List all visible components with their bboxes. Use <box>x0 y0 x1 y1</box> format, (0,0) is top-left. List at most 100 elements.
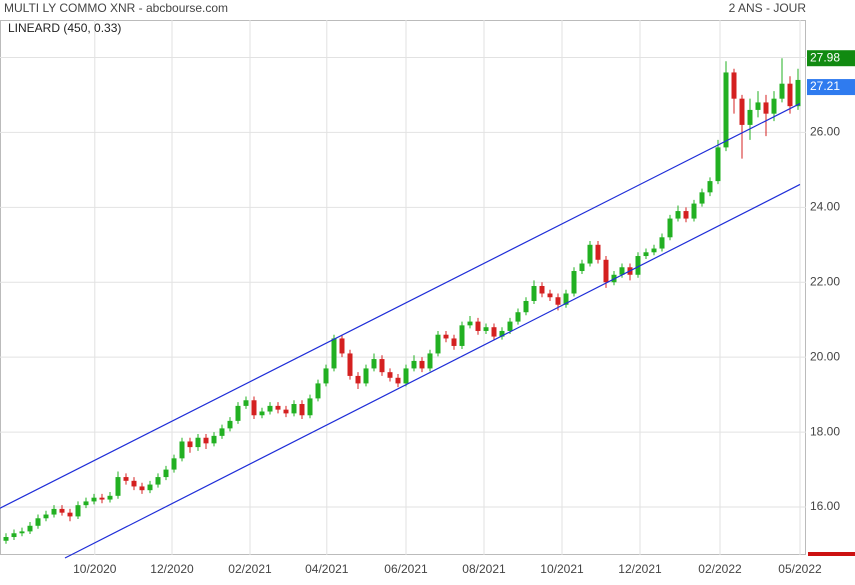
candle-body <box>795 79 801 107</box>
candle-body <box>323 368 329 384</box>
candle-body <box>395 377 401 384</box>
candle-body <box>243 400 249 406</box>
x-tick-label: 02/2022 <box>698 562 742 576</box>
candle-body <box>419 360 425 369</box>
candle-body <box>291 404 297 414</box>
candle-body <box>379 359 385 373</box>
candle-body <box>603 259 609 283</box>
y-tick-label: 26.00 <box>810 125 840 139</box>
candle-body <box>555 297 561 305</box>
candle-body <box>3 537 9 541</box>
candle-body <box>51 508 57 515</box>
candle-body <box>547 293 553 298</box>
candle-body <box>251 400 257 416</box>
y-tick-label: 16.00 <box>810 499 840 513</box>
candle-body <box>219 428 225 436</box>
candle-body <box>83 501 89 506</box>
candle-body <box>531 286 537 301</box>
candle-body <box>307 398 313 416</box>
candle-body <box>275 405 281 410</box>
candle-body <box>595 244 601 260</box>
candle-body <box>19 531 25 534</box>
candle-body <box>387 372 393 378</box>
candle-body <box>507 321 513 331</box>
candle-body <box>123 477 129 481</box>
candle-body <box>467 321 473 326</box>
candle-body <box>771 98 777 114</box>
candle-body <box>211 435 217 444</box>
candle-body <box>651 248 657 253</box>
candle-body <box>371 359 377 369</box>
candle-body <box>131 480 137 487</box>
x-tick-label: 04/2021 <box>305 562 349 576</box>
candle-body <box>171 458 177 470</box>
candle-body <box>723 72 729 148</box>
candle-body <box>147 484 153 491</box>
candle-body <box>475 321 481 331</box>
x-tick-label: 08/2021 <box>462 562 506 576</box>
candle-body <box>739 98 745 125</box>
x-tick-label: 05/2022 <box>778 562 822 576</box>
candle-body <box>667 218 673 238</box>
plot-frame <box>0 20 806 555</box>
candle-body <box>715 147 721 182</box>
y-tick-label: 24.00 <box>810 199 840 213</box>
y-tick-label: 22.00 <box>810 274 840 288</box>
candle-body <box>91 497 97 502</box>
candle-body <box>451 338 457 346</box>
x-tick-label: 02/2021 <box>228 562 272 576</box>
candle-body <box>179 441 185 459</box>
channel-line <box>64 183 801 559</box>
x-tick-label: 10/2020 <box>73 562 117 576</box>
candle-body <box>499 330 505 337</box>
candle-body <box>675 211 681 219</box>
candle-body <box>691 203 697 219</box>
last-value-label: 27.21 <box>810 79 840 93</box>
channel-line <box>0 103 801 509</box>
candle-body <box>139 486 145 491</box>
candle-body <box>203 437 209 444</box>
candle-body <box>67 512 73 517</box>
chart-title: MULTI LY COMMO XNR - abcbourse.com <box>4 1 228 15</box>
x-tick-label: 12/2020 <box>150 562 194 576</box>
candle-body <box>187 441 193 448</box>
candle-body <box>427 353 433 369</box>
x-tick-label: 12/2021 <box>618 562 662 576</box>
candle-body <box>411 360 417 369</box>
candle-body <box>483 327 489 331</box>
y-tick-label: 18.00 <box>810 424 840 438</box>
candle-body <box>619 267 625 275</box>
candle-body <box>163 469 169 478</box>
candle-body <box>331 338 337 369</box>
last-value-label: 27.98 <box>810 50 840 64</box>
candle-body <box>643 252 649 257</box>
candle-body <box>571 271 577 294</box>
candle-body <box>539 286 545 294</box>
last-value-box <box>807 79 855 96</box>
candle-body <box>747 109 753 125</box>
candle-body <box>107 495 113 500</box>
last-value-box <box>807 50 855 67</box>
candle-body <box>491 327 497 337</box>
candle-body <box>699 192 705 204</box>
candle-body <box>435 334 441 354</box>
candle-body <box>339 338 345 354</box>
x-tick-label: 06/2021 <box>384 562 428 576</box>
y-tick-label: 20.00 <box>810 349 840 363</box>
candle-body <box>515 312 521 322</box>
indicator-label: LINEARD (450, 0.33) <box>8 21 121 35</box>
candle-body <box>195 437 201 448</box>
candle-body <box>363 368 369 384</box>
candle-body <box>707 181 713 193</box>
candle-body <box>235 405 241 421</box>
candle-body <box>259 411 265 416</box>
candle-body <box>563 293 569 305</box>
candle-body <box>299 404 305 416</box>
candle-body <box>683 211 689 219</box>
candle-body <box>315 383 321 399</box>
candle-body <box>787 83 793 107</box>
candle-body <box>635 256 641 275</box>
candle-body <box>355 375 361 384</box>
